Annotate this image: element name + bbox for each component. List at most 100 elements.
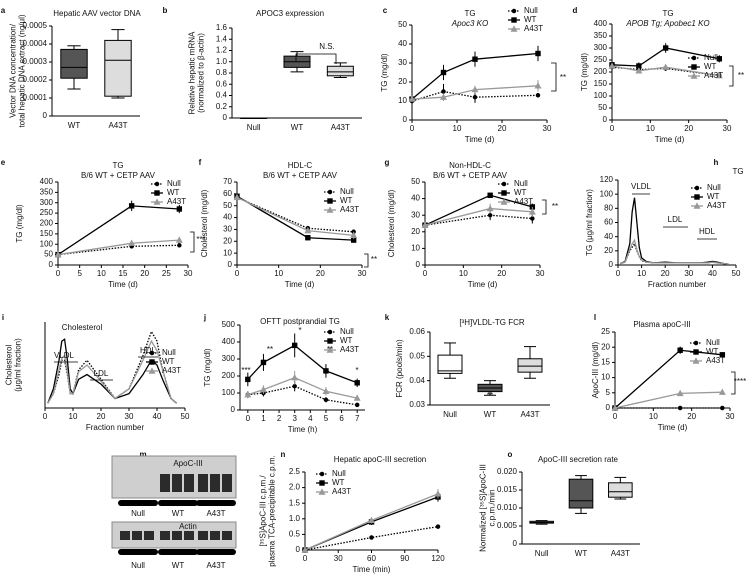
marker <box>323 397 329 403</box>
legend-label: A43T <box>167 197 186 206</box>
y-tick-label: 0 <box>416 260 421 269</box>
marker <box>693 340 699 346</box>
panel-letter: f <box>199 158 202 167</box>
annotation: ** <box>738 71 744 80</box>
x-tick-label: 50 <box>181 412 190 421</box>
box <box>326 65 354 77</box>
marker <box>720 405 725 411</box>
y-tick-label: 0 <box>43 111 48 120</box>
series-line <box>411 52 539 100</box>
x-axis-label: Time (min) <box>353 565 391 574</box>
panel-title: TG <box>662 9 673 18</box>
box <box>517 358 543 373</box>
y-tick-label: 120 <box>600 175 614 184</box>
y-tick-label: 0 <box>606 403 611 412</box>
x-tick-label: Null <box>247 123 261 132</box>
marker <box>535 93 541 98</box>
marker <box>259 385 267 393</box>
series-line <box>47 338 178 404</box>
legend-label: WT <box>524 15 537 24</box>
x-tick-label: 10 <box>274 269 283 278</box>
x-tick-label: 10 <box>459 269 468 278</box>
x-tick-label: 5 <box>77 269 82 278</box>
lane-bar <box>158 500 198 506</box>
legend-label: A43T <box>340 345 359 354</box>
marker <box>693 349 699 355</box>
axis <box>411 25 547 121</box>
blot-band <box>184 531 194 540</box>
x-tick-label: 90 <box>400 554 409 563</box>
y-tick-label: 50 <box>411 177 420 186</box>
legend-label: WT <box>162 357 175 366</box>
box <box>437 354 463 374</box>
y-tick-label: 0.4 <box>216 91 228 100</box>
y-tick-label: 250 <box>40 208 54 217</box>
y-tick-label: 0 <box>49 260 54 269</box>
annotation: **** <box>734 377 746 386</box>
annotation: LDL <box>668 215 683 224</box>
panel-letter: k <box>385 313 390 322</box>
y-tick-label: 0.6 <box>216 79 228 88</box>
marker <box>511 8 517 14</box>
y-tick-label: 300 <box>40 198 54 207</box>
blot-band <box>222 531 232 540</box>
lane-label: WT <box>172 509 185 518</box>
y-tick-label: 0.5 <box>289 530 301 539</box>
y-tick-label: 0.015 <box>497 485 518 494</box>
marker <box>327 329 333 335</box>
y-tick-label: 30 <box>398 58 407 67</box>
y-tick-label: 0.06 <box>409 327 425 336</box>
y-tick-label: 70 <box>223 177 232 186</box>
blot-band <box>198 531 208 540</box>
x-tick-label: 30 <box>334 554 343 563</box>
marker <box>440 93 447 100</box>
y-axis-label: Cholesterol (mg/dl) <box>200 189 209 257</box>
x-axis-label: Time (d) <box>108 280 138 289</box>
marker <box>501 190 507 196</box>
marker <box>354 380 360 386</box>
legend-label: Null <box>706 338 720 347</box>
y-axis-label: TG (mg/dl) <box>15 204 24 243</box>
x-tick-label: 40 <box>153 412 162 421</box>
y-tick-label: 350 <box>594 31 608 40</box>
legend-label: WT <box>332 478 345 487</box>
annotation: ** <box>371 255 377 264</box>
marker <box>635 67 643 74</box>
legend-label: A43T <box>524 24 543 33</box>
panel-letter: a <box>1 6 6 15</box>
panel-title: ApoC-III secretion rate <box>538 455 619 464</box>
x-tick-label: WT <box>575 549 588 558</box>
legend-label: Null <box>167 179 181 188</box>
marker <box>715 71 723 79</box>
marker <box>305 235 311 241</box>
marker <box>435 524 441 529</box>
y-tick-label: 0 <box>513 539 518 548</box>
marker <box>291 342 298 349</box>
y-tick-label: 0.0001 <box>23 93 48 102</box>
blot-band <box>210 474 220 492</box>
panel-title: TG <box>112 161 123 170</box>
y-tick-label: 10 <box>411 244 420 253</box>
annotation: *** <box>241 366 250 375</box>
marker <box>368 516 375 524</box>
y-axis-label: Vector DNA concentration/ <box>9 23 18 118</box>
legend-label: A43T <box>707 201 726 210</box>
y-tick-label: 10 <box>223 248 232 257</box>
x-tick-label: 0 <box>43 412 48 421</box>
x-axis-label: Time (d) <box>468 280 498 289</box>
blot-band <box>184 474 194 492</box>
y-tick-label: 300 <box>594 43 608 52</box>
panel-letter: o <box>508 450 513 459</box>
x-tick-label: WT <box>291 123 304 132</box>
marker <box>472 56 478 62</box>
x-tick-label: 30 <box>723 124 732 133</box>
legend-label: WT <box>707 192 720 201</box>
y-tick-label: 5 <box>606 388 611 397</box>
marker <box>421 221 429 228</box>
y-tick-label: 20 <box>223 236 232 245</box>
x-tick-label: 20 <box>498 124 507 133</box>
y-tick-label: 20 <box>398 77 407 86</box>
marker <box>608 62 616 69</box>
box <box>568 478 594 509</box>
y-tick-label: 2.5 <box>289 467 301 476</box>
